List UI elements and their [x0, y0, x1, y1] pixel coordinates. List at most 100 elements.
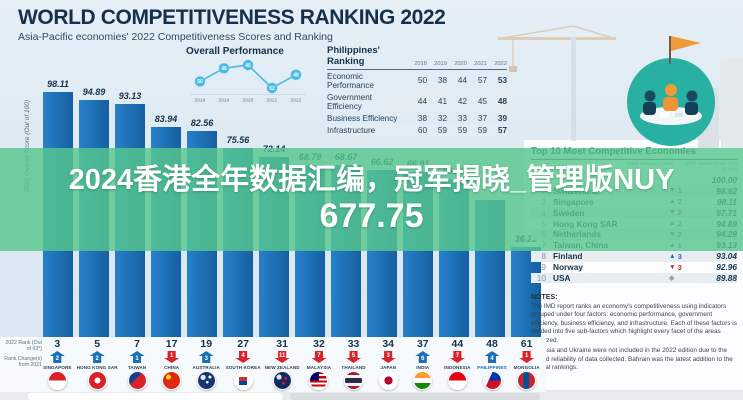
overlay-text-line2: 677.75: [319, 197, 424, 236]
rank-value: 33: [347, 338, 360, 350]
rank-value: 31: [276, 338, 288, 350]
rank-change-arrow-up: 2: [89, 351, 105, 363]
score-label: 93.13: [118, 91, 142, 102]
economy-footer-column: 61 1 MONGOLIA: [511, 339, 542, 390]
philippines-table-rows: Economic Performance 50 38 44 57 53 Government…: [327, 70, 507, 136]
svg-text:2020: 2020: [243, 98, 254, 104]
footer-columns: 3 2 SINGAPORE 5 2 HONG KONG SAR 7 1 TAIWAN 17 1 CHI…: [42, 339, 542, 390]
philippines-table-header: Philippines' Ranking 2018 2019 2020 2021 202…: [327, 45, 507, 70]
economy-footer-column: 27 4 SOUTH KOREA: [226, 339, 261, 390]
top10-row: 9 Norway ▼ 3 92.96: [531, 262, 737, 273]
flag-pole-icon: [669, 36, 671, 64]
factor-label: Business Efficiency: [327, 113, 398, 123]
rank-value: 3: [54, 338, 61, 350]
rank-change-value: 1: [169, 352, 174, 359]
rank-change-value: 4: [490, 355, 494, 362]
rank-value: 61: [520, 338, 533, 350]
rank-change-value: 7: [455, 352, 460, 359]
svg-text:2018: 2018: [195, 98, 206, 104]
in-flag-icon: [413, 371, 433, 390]
year-column-header: 2021: [474, 61, 487, 67]
svg-text:48: 48: [293, 73, 299, 79]
factor-value: 48: [497, 97, 507, 106]
rank-change-value: 4: [241, 352, 245, 359]
economy-name: MONGOLIA: [513, 364, 540, 370]
top10-row: 8 Finland ▲ 3 93.04: [531, 250, 737, 262]
rank-change-value: 3: [386, 352, 390, 359]
rank-change-value: 11: [278, 352, 286, 359]
down-arrow-icon: ▼: [669, 263, 676, 271]
score-label: 82.56: [190, 117, 214, 128]
top10-change: ◆: [669, 274, 701, 282]
economy-name: TAIWAN: [127, 364, 147, 370]
rank-change-arrow-down: 1: [164, 351, 180, 363]
top10-rank: 10: [536, 272, 546, 283]
mn-flag-icon: [517, 371, 537, 390]
rank-change-value: 6: [421, 355, 425, 362]
up-arrow-icon: ▲: [669, 252, 676, 260]
id-flag-icon: [447, 371, 467, 390]
bottom-band-segment-white: [28, 393, 283, 400]
my-flag-icon: [309, 371, 329, 390]
rank-change-arrow-up: 2: [49, 351, 65, 363]
top10-rank: 8: [541, 251, 546, 262]
rank-change-arrow-down: 7: [311, 351, 327, 363]
score-label: 83.94: [154, 114, 178, 125]
top10-score: 89.88: [716, 272, 737, 283]
factor-value: 42: [457, 97, 467, 106]
overall-performance-chart: Overall Performance 50 2018 46 2019 45 2020 52…: [186, 46, 310, 109]
economy-name: INDONESIA: [444, 364, 471, 370]
factor-value: 59: [457, 125, 467, 135]
line-chart-title: Overall Performance: [186, 46, 284, 57]
none-arrow-icon: ◆: [669, 274, 675, 282]
factor-value: 33: [457, 113, 467, 123]
cn-flag-icon: [162, 371, 182, 390]
rank-change-arrow-down: 11: [274, 351, 290, 363]
svg-text:52: 52: [269, 86, 275, 92]
notes-paragraph-2: * Russia and Ukraine were not included i…: [531, 347, 733, 372]
top10-change: ▼ 3: [669, 263, 701, 272]
hk-flag-icon: [87, 371, 107, 390]
economy-footer-column: 5 2 HONG KONG SAR: [77, 339, 118, 390]
factor-value: 41: [437, 97, 447, 106]
economy-footer-column: 3 2 SINGAPORE: [42, 339, 73, 390]
rank-change-arrow-down: 4: [235, 351, 251, 363]
page-subtitle: Asia-Pacific economies' 2022 Competitive…: [18, 31, 333, 43]
rank-change-value: 1: [524, 352, 529, 359]
score-label: 98.11: [47, 78, 69, 89]
economy-name: THAILAND: [341, 364, 366, 370]
year-column-header: 2020: [454, 61, 467, 67]
notes-section: NOTES: The IMD report ranks an economy's…: [531, 294, 739, 373]
year-column-header: 2019: [434, 61, 447, 67]
jp-flag-icon: [378, 371, 398, 390]
rank-value: 19: [200, 338, 213, 350]
factor-value: 39: [497, 113, 507, 123]
bottom-band-segment-gray: [290, 393, 540, 400]
rank-change-arrow-down: 5: [346, 351, 362, 363]
factor-value: 38: [437, 76, 447, 85]
rank-axis-label: 2022 Rank (Out of 63*): [5, 340, 42, 352]
rank-change-value: 2: [55, 355, 59, 362]
factor-label: Economic Performance: [327, 71, 374, 90]
economy-name: INDIA: [416, 364, 430, 370]
rank-change-value: 2: [95, 355, 99, 362]
top10-change: ▲ 3: [669, 252, 701, 261]
rank-change-value: 7: [317, 352, 321, 359]
notes-paragraph-1: The IMD report ranks an economy's compet…: [531, 303, 737, 344]
economy-footer-column: 37 6 INDIA: [407, 339, 438, 390]
factor-row: Infrastructure 60 59 59 59 57: [327, 124, 507, 136]
factor-value: 50: [417, 76, 427, 85]
economy-footer-column: 7 1 TAIWAN: [122, 339, 153, 390]
factor-value: 59: [477, 125, 487, 135]
top10-country: USA: [553, 272, 571, 283]
top10-score: 93.04: [716, 251, 737, 262]
rank-value: 44: [451, 338, 464, 350]
year-column-header: 2018: [414, 61, 427, 67]
rank-change-arrow-down: 3: [380, 351, 396, 363]
economy-name: PHILIPPINES: [477, 364, 507, 370]
rank-value: 7: [134, 338, 140, 350]
factor-value: 57: [477, 76, 487, 85]
economy-name: JAPAN: [380, 364, 397, 370]
economy-footer-column: 34 3 JAPAN: [373, 339, 404, 390]
